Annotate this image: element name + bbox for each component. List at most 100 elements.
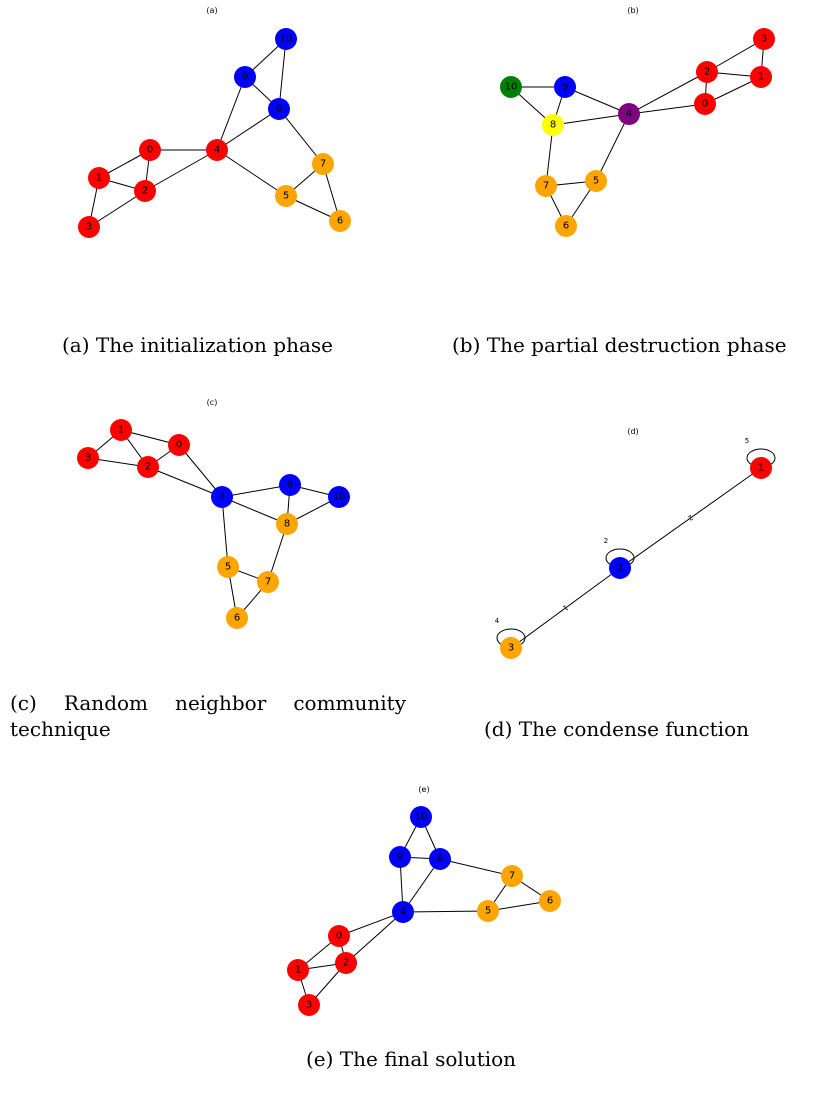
caption-d: (d) The condense function [484, 717, 749, 741]
node-label-1: 1 [758, 463, 764, 474]
edge-4-8 [221, 496, 288, 525]
node-6 [329, 210, 351, 232]
node-4 [206, 139, 228, 161]
node-1 [750, 457, 772, 479]
edge-4-9 [221, 484, 291, 498]
self-loop-weight-label: 2 [604, 537, 608, 545]
node-2 [335, 952, 357, 974]
edge-4-2 [628, 71, 708, 115]
self-loop-weight-label: 5 [745, 437, 749, 445]
node-3 [753, 28, 775, 50]
node-label-2: 2 [704, 67, 710, 78]
edge-4-0 [628, 103, 706, 115]
node-1 [110, 419, 132, 441]
node-label-5: 5 [593, 176, 599, 187]
edge-8-7 [278, 108, 324, 165]
node-label-5: 5 [485, 906, 491, 917]
node-8 [429, 848, 451, 870]
node-5 [477, 900, 499, 922]
edge-8-7 [439, 858, 513, 877]
edge-2-3 [510, 567, 621, 649]
node-label-0: 0 [147, 145, 153, 156]
node-label-2: 2 [142, 186, 148, 197]
node-label-2: 2 [617, 563, 623, 574]
node-label-6: 6 [234, 613, 240, 624]
caption-e: (e) The final solution [306, 1047, 517, 1071]
node-4 [618, 103, 640, 125]
node-8 [542, 114, 564, 136]
node-label-3: 3 [508, 643, 514, 654]
edge-4-9 [216, 76, 246, 151]
panel-c: (c) 0 1 2 3 4 5 6 7 8 9 10 [77, 398, 350, 629]
panel-tag-d: (d) [627, 427, 638, 436]
node-label-4: 4 [214, 145, 220, 156]
node-label-4: 4 [400, 907, 406, 918]
node-6 [226, 607, 248, 629]
node-0 [694, 93, 716, 115]
edge-4-5 [402, 910, 489, 913]
node-2 [609, 557, 631, 579]
edge-4-8 [216, 108, 280, 151]
node-6 [539, 890, 561, 912]
node-5 [217, 556, 239, 578]
node-9 [389, 846, 411, 868]
panel-tag-c: (c) [207, 398, 218, 407]
node-label-10: 10 [333, 492, 346, 503]
node-label-0: 0 [702, 99, 708, 110]
node-label-3: 3 [85, 453, 91, 464]
node-3 [78, 216, 100, 238]
node-label-10: 10 [505, 82, 518, 93]
node-8 [268, 98, 290, 120]
edge-5-4 [595, 113, 630, 182]
node-8 [276, 513, 298, 535]
node-9 [279, 474, 301, 496]
node-label-0: 0 [176, 440, 182, 451]
panel-tag-a: (a) [206, 6, 217, 15]
node-2 [137, 456, 159, 478]
node-label-6: 6 [547, 896, 553, 907]
edge-4-0 [338, 911, 404, 937]
node-7 [257, 571, 279, 593]
node-label-1: 1 [295, 965, 301, 976]
node-4 [211, 486, 233, 508]
node-label-1: 1 [96, 173, 102, 184]
node-label-1: 1 [758, 72, 764, 83]
node-label-5: 5 [283, 191, 289, 202]
panel-tag-e: (e) [418, 785, 429, 794]
node-label-3: 3 [86, 222, 92, 233]
node-0 [139, 139, 161, 161]
node-label-7: 7 [265, 577, 271, 588]
node-label-7: 7 [543, 181, 549, 192]
node-label-6: 6 [337, 216, 343, 227]
node-label-8: 8 [550, 120, 556, 131]
node-10 [500, 76, 522, 98]
node-1 [750, 66, 772, 88]
node-label-6: 6 [563, 221, 569, 232]
panel-a: (a) 0 1 2 3 4 5 6 7 8 9 10 [78, 6, 351, 238]
node-label-4: 4 [219, 492, 225, 503]
edge-weight-label: 2 [686, 513, 694, 522]
panel-b: (b) 0 1 2 3 4 5 6 7 8 9 10 [500, 6, 775, 237]
edge-9-4 [564, 86, 630, 115]
edge-2-4 [147, 466, 223, 498]
node-label-3: 3 [306, 1000, 312, 1011]
edge-10-8 [278, 38, 287, 110]
node-7 [312, 153, 334, 175]
node-label-3: 3 [761, 34, 767, 45]
node-label-8: 8 [276, 104, 282, 115]
node-10 [275, 28, 297, 50]
edge-2-3 [88, 190, 146, 228]
node-7 [501, 865, 523, 887]
node-6 [555, 215, 577, 237]
node-0 [168, 434, 190, 456]
edge-4-5 [221, 496, 229, 568]
node-label-2: 2 [343, 958, 349, 969]
node-9 [234, 66, 256, 88]
node-label-5: 5 [225, 562, 231, 573]
node-1 [287, 959, 309, 981]
edge-1-2 [619, 467, 762, 569]
node-3 [77, 447, 99, 469]
node-label-9: 9 [562, 82, 568, 93]
panel-d: (d) 2 1 5 2 4 1 2 3 [495, 427, 776, 659]
